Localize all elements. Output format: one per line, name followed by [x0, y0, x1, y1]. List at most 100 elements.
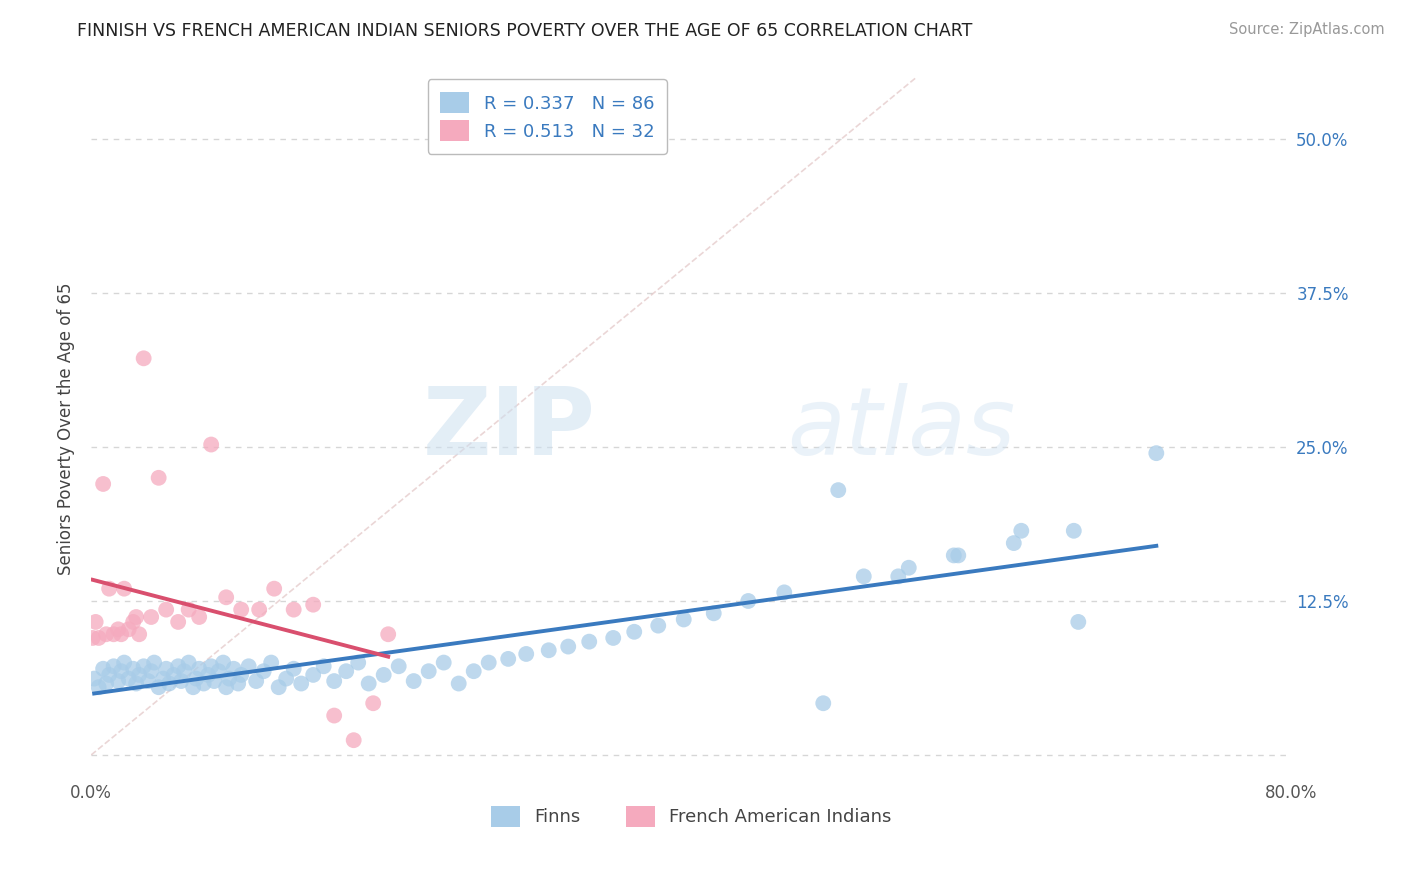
Point: [478, 656, 501, 670]
Point: [1067, 615, 1090, 629]
Point: [112, 656, 135, 670]
Point: [1063, 524, 1085, 538]
Point: [852, 569, 875, 583]
Point: [218, 672, 240, 686]
Point: [103, 627, 125, 641]
Point: [91, 662, 114, 676]
Point: [103, 659, 125, 673]
Point: [1010, 524, 1032, 538]
Point: [208, 664, 231, 678]
Point: [388, 659, 411, 673]
Point: [177, 602, 200, 616]
Point: [132, 351, 155, 366]
Point: [110, 627, 132, 641]
Point: [157, 676, 180, 690]
Point: [253, 664, 276, 678]
Point: [96, 627, 118, 641]
Point: [323, 708, 346, 723]
Point: [87, 631, 110, 645]
Point: [578, 634, 600, 648]
Legend: Finns, French American Indians: Finns, French American Indians: [484, 798, 898, 834]
Point: [148, 680, 170, 694]
Point: [312, 659, 335, 673]
Point: [202, 674, 225, 689]
Point: [231, 602, 253, 616]
Point: [155, 602, 177, 616]
Point: [827, 483, 849, 497]
Point: [107, 674, 129, 689]
Point: [110, 664, 132, 678]
Point: [167, 659, 190, 673]
Point: [181, 680, 204, 694]
Point: [128, 627, 150, 641]
Point: [125, 610, 148, 624]
Point: [373, 668, 395, 682]
Point: [263, 582, 285, 596]
Point: [813, 696, 835, 710]
Point: [91, 477, 114, 491]
Point: [177, 656, 200, 670]
Point: [672, 612, 695, 626]
Point: [125, 676, 148, 690]
Point: [433, 656, 456, 670]
Point: [82, 631, 104, 645]
Point: [83, 672, 105, 686]
Point: [118, 672, 141, 686]
Text: atlas: atlas: [787, 383, 1015, 474]
Point: [276, 672, 298, 686]
Point: [1144, 446, 1167, 460]
Point: [143, 656, 166, 670]
Point: [377, 627, 399, 641]
Point: [173, 664, 195, 678]
Point: [238, 659, 260, 673]
Point: [215, 680, 238, 694]
Point: [98, 668, 121, 682]
Point: [84, 615, 107, 629]
Point: [132, 659, 155, 673]
Point: [118, 623, 141, 637]
Point: [260, 656, 283, 670]
Point: [212, 656, 235, 670]
Point: [231, 668, 253, 682]
Point: [163, 668, 186, 682]
Point: [623, 624, 645, 639]
Point: [98, 582, 121, 596]
Point: [773, 585, 796, 599]
Point: [537, 643, 560, 657]
Point: [737, 594, 759, 608]
Point: [515, 647, 537, 661]
Y-axis label: Seniors Poverty Over the Age of 65: Seniors Poverty Over the Age of 65: [58, 282, 75, 574]
Point: [283, 662, 305, 676]
Point: [155, 662, 177, 676]
Point: [948, 549, 970, 563]
Point: [602, 631, 624, 645]
Point: [197, 668, 219, 682]
Point: [557, 640, 579, 654]
Point: [136, 674, 159, 689]
Point: [347, 656, 370, 670]
Point: [335, 664, 357, 678]
Point: [402, 674, 425, 689]
Point: [193, 676, 215, 690]
Point: [112, 582, 135, 596]
Point: [267, 680, 290, 694]
Point: [222, 662, 245, 676]
Text: FINNISH VS FRENCH AMERICAN INDIAN SENIORS POVERTY OVER THE AGE OF 65 CORRELATION: FINNISH VS FRENCH AMERICAN INDIAN SENIOR…: [77, 22, 973, 40]
Point: [418, 664, 440, 678]
Point: [200, 437, 222, 451]
Point: [122, 662, 145, 676]
Point: [186, 672, 208, 686]
Point: [647, 618, 669, 632]
Point: [323, 674, 346, 689]
Point: [496, 652, 519, 666]
Point: [87, 680, 110, 694]
Point: [897, 560, 920, 574]
Point: [226, 676, 249, 690]
Point: [152, 672, 174, 686]
Point: [942, 549, 965, 563]
Point: [887, 569, 910, 583]
Point: [200, 659, 222, 673]
Point: [302, 598, 325, 612]
Point: [167, 615, 190, 629]
Point: [343, 733, 366, 747]
